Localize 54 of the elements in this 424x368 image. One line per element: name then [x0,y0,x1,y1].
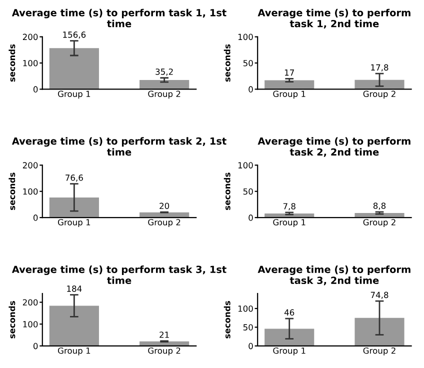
y-tick-label: 0 [33,86,38,92]
chart-title: Average time (s) to perform task 2, 1st time [12,137,226,156]
x-tick-label: Group 1 [273,90,306,99]
chart-title: Average time (s) to perform task 1, 2nd time [258,8,410,29]
y-tick-label: 100 [23,60,38,66]
x-tick-label: Group 2 [363,347,396,356]
x-tick-label: Group 1 [58,347,90,356]
x-tick-label: Group 1 [273,219,306,228]
chart-title: Average time (s) to perform task 3, 1st time [12,266,226,284]
data-label: 17 [284,70,294,76]
data-label: 74,8 [370,292,388,299]
data-label: 156,6 [63,32,86,39]
y-axis-title: seconds [8,172,16,210]
y-axis-title: seconds [8,301,16,338]
x-tick-label: Group 2 [363,219,396,228]
x-tick-label: Group 1 [58,219,90,228]
y-tick-label: 50 [243,324,253,330]
y-axis-title: seconds [224,301,230,338]
chart-title: Average time (s) to perform task 3, 2nd time [258,266,410,286]
data-label: 46 [284,309,294,316]
y-tick-label: 50 [243,60,253,66]
data-label: 35,2 [156,68,173,76]
y-tick-label: 100 [238,34,253,40]
y-tick-label: 200 [22,34,38,40]
x-tick-label: Group 2 [148,347,180,356]
data-label: 17,8 [371,64,388,72]
x-tick-label: Group 2 [363,90,396,99]
y-tick-label: 100 [23,321,38,328]
data-label: 21 [160,332,169,338]
y-tick-label: 0 [33,214,38,221]
y-tick-label: 100 [238,162,253,168]
chart-title: Average time (s) to perform task 2, 2nd time [258,137,410,157]
y-tick-label: 0 [248,342,253,350]
x-tick-label: Group 2 [148,219,180,228]
y-tick-label: 200 [22,299,38,306]
y-tick-label: 100 [23,188,38,195]
x-tick-label: Group 1 [273,347,306,356]
data-label: 20 [160,202,170,210]
chart-title: Average time (s) to perform task 1, 1st time [12,8,226,28]
x-tick-label: Group 2 [148,90,180,99]
data-label: 8,8 [373,202,386,210]
y-axis-title: seconds [224,172,230,210]
y-tick-label: 200 [22,162,38,168]
y-tick-label: 0 [33,342,38,350]
x-tick-label: Group 1 [58,90,90,99]
y-tick-label: 0 [248,86,253,92]
y-axis-title: seconds [224,44,230,82]
data-label: 76,6 [66,174,83,182]
y-tick-label: 50 [243,188,253,195]
data-label: 184 [67,286,82,292]
y-axis-title: seconds [8,44,16,82]
y-tick-label: 100 [238,305,253,312]
y-tick-label: 0 [248,214,253,221]
data-label: 7,8 [283,203,296,210]
